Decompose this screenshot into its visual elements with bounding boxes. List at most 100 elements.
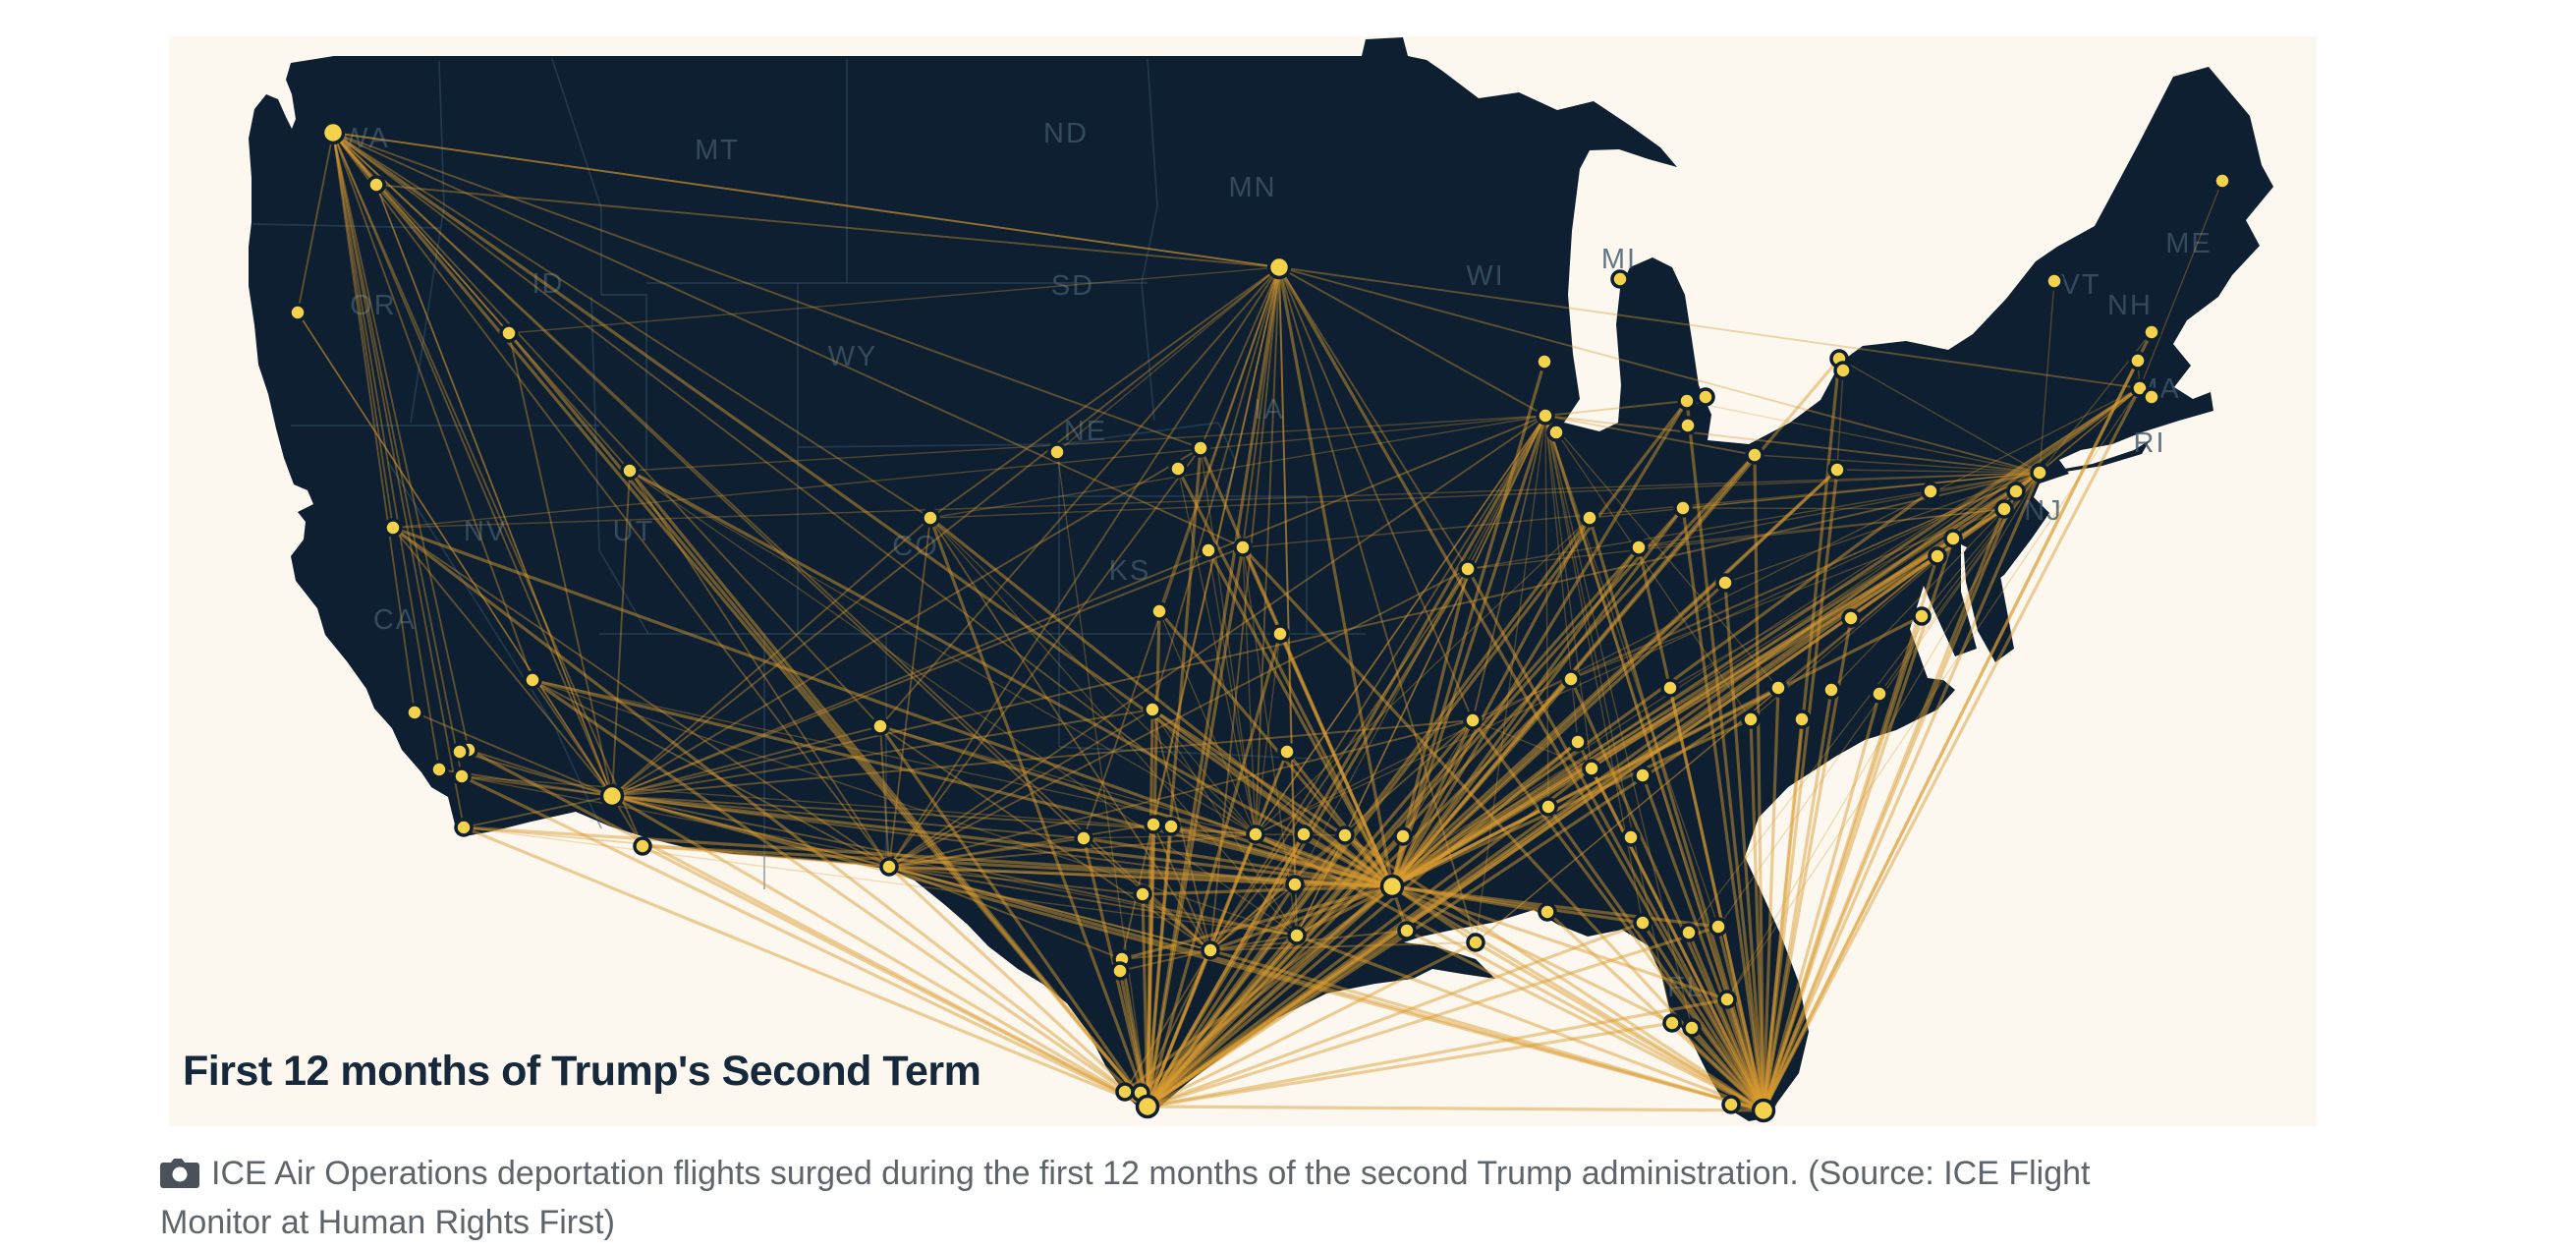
airport-node bbox=[1768, 678, 1788, 698]
flight-route-line bbox=[1753, 453, 1765, 1112]
flight-route-line bbox=[611, 719, 1474, 797]
flight-route-line bbox=[332, 132, 1280, 268]
flight-route-line bbox=[1296, 387, 2141, 937]
flight-route-line bbox=[532, 679, 1257, 835]
flight-route-line bbox=[1142, 893, 1211, 951]
flight-route-line bbox=[1390, 506, 1685, 888]
flight-route-line bbox=[1146, 507, 2006, 1108]
flight-route-line bbox=[1146, 718, 1475, 1108]
flight-route-line bbox=[1146, 832, 1306, 1108]
flight-route-line bbox=[1255, 633, 1281, 835]
flight-route-line bbox=[1278, 266, 2141, 389]
flight-route-line bbox=[1544, 415, 1752, 720]
flight-route-line bbox=[1056, 451, 1148, 1108]
flight-route-line bbox=[1762, 537, 1955, 1112]
flight-route-line bbox=[1588, 516, 1765, 1112]
flight-route-line bbox=[1146, 686, 1780, 1108]
flight-route-line bbox=[1140, 949, 1211, 1094]
flight-route-line bbox=[532, 679, 1298, 937]
flight-route-line bbox=[611, 795, 890, 868]
flight-route-line bbox=[1254, 832, 1765, 1112]
flight-route-line bbox=[1544, 415, 1756, 456]
flight-route-line bbox=[879, 725, 1211, 951]
flight-route-line bbox=[1762, 359, 2140, 1112]
flight-route-line bbox=[1750, 472, 2041, 720]
flight-route-line bbox=[1390, 360, 1546, 888]
flight-route-line bbox=[1169, 824, 1394, 888]
flight-route-line bbox=[1472, 415, 1546, 721]
flight-route-line bbox=[1293, 882, 1394, 888]
flight-route-line bbox=[1285, 750, 1394, 888]
flight-route-line bbox=[1544, 415, 1779, 689]
flight-route-line bbox=[508, 332, 613, 797]
flight-route-line bbox=[629, 470, 1257, 835]
flight-route-line bbox=[1209, 415, 1546, 951]
flight-route-line bbox=[332, 132, 890, 868]
airport-node bbox=[879, 857, 899, 877]
airport-node bbox=[1708, 917, 1728, 937]
flight-route-line bbox=[1146, 537, 1955, 1108]
state-label-ne: NE bbox=[1064, 416, 1107, 447]
flight-route-line bbox=[929, 517, 1211, 951]
flight-route-line bbox=[1200, 447, 1257, 835]
flight-route-line bbox=[1762, 386, 2142, 1112]
flight-route-line bbox=[1749, 717, 1765, 1112]
flight-route-line bbox=[2039, 387, 2141, 474]
flight-route-line bbox=[1467, 508, 2005, 570]
state-border bbox=[1058, 746, 1313, 760]
airport-node bbox=[1074, 828, 1093, 848]
state-label-nh: NH bbox=[2107, 290, 2153, 321]
flight-route-line bbox=[332, 132, 1202, 449]
airport-node bbox=[429, 760, 449, 779]
flight-route-line bbox=[611, 546, 1244, 797]
flight-route-line bbox=[1390, 740, 1580, 888]
flight-route-line bbox=[1146, 882, 1297, 1108]
flight-route-line bbox=[332, 132, 394, 529]
flight-route-line bbox=[1120, 884, 1394, 961]
flight-route-line bbox=[1083, 833, 1257, 839]
flight-route-line bbox=[629, 470, 890, 868]
flight-route-line bbox=[888, 866, 1211, 951]
flight-route-line bbox=[1255, 415, 1546, 835]
airport-node bbox=[1133, 884, 1152, 904]
flight-route-line bbox=[1146, 929, 1409, 1108]
airport-node bbox=[1610, 269, 1630, 289]
airport-node bbox=[1943, 529, 1963, 548]
flight-route-line bbox=[1390, 545, 1641, 888]
flight-route-line bbox=[463, 826, 890, 868]
flight-route-line bbox=[1206, 548, 1394, 888]
flight-route-line bbox=[1668, 686, 1765, 1112]
flight-route-line bbox=[1390, 516, 1592, 888]
airport-node bbox=[1466, 933, 1485, 952]
flight-route-line bbox=[1296, 472, 2041, 937]
flight-route-line bbox=[1200, 266, 1280, 449]
airport-node bbox=[1582, 759, 1601, 778]
flight-route-line bbox=[1546, 805, 1765, 1112]
airport-node bbox=[1678, 416, 1698, 435]
flight-route-line bbox=[532, 679, 613, 797]
flight-route-line bbox=[1278, 266, 1546, 417]
flight-route-line bbox=[1255, 415, 1546, 835]
flight-route-line bbox=[332, 132, 440, 770]
flight-route-line bbox=[332, 132, 463, 777]
flight-route-line bbox=[1121, 266, 1280, 960]
airport-node bbox=[1921, 482, 1940, 501]
airport-node bbox=[1621, 827, 1641, 847]
airport-node bbox=[405, 703, 424, 722]
flight-route-line bbox=[1152, 824, 1211, 951]
flight-route-line bbox=[1158, 266, 1280, 612]
flight-route-line bbox=[1294, 415, 1546, 885]
flight-route-line bbox=[888, 866, 1123, 960]
airport-node bbox=[2128, 351, 2148, 370]
state-border bbox=[601, 294, 647, 470]
state-label-nv: NV bbox=[464, 516, 507, 547]
flight-route-line bbox=[1146, 934, 1299, 1108]
flight-route-line bbox=[611, 709, 1153, 797]
airport-node bbox=[288, 303, 308, 322]
airport-nodes bbox=[288, 120, 2232, 1123]
flight-route-line bbox=[1726, 472, 2041, 1000]
flight-route-line bbox=[1278, 266, 1477, 943]
flight-route-line bbox=[1762, 614, 1924, 1112]
